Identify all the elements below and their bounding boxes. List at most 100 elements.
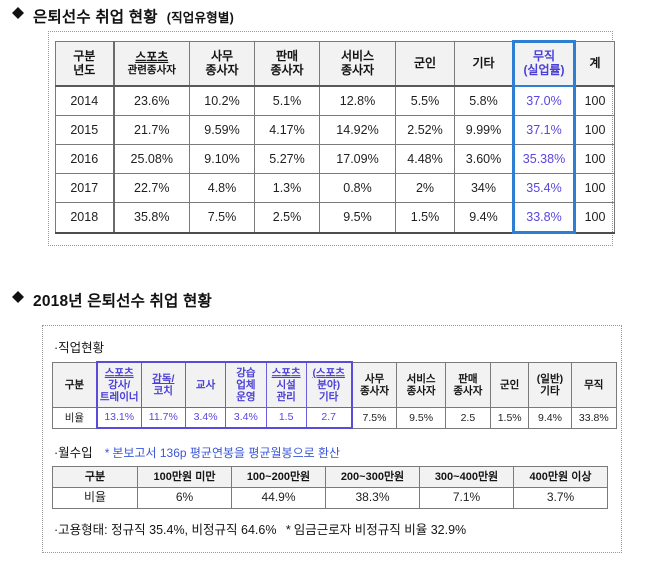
cell-service: 9.5% — [396, 407, 446, 429]
cell-service: 14.92% — [319, 115, 396, 145]
jobs-bullet-label: ·직업현황 — [54, 341, 105, 355]
cell-academy-operator: 3.4% — [225, 407, 267, 429]
col-header-service: 서비스 종사자 — [319, 41, 396, 87]
cell-over-4m: 3.7% — [513, 487, 608, 509]
cell-year: 2014 — [55, 85, 115, 116]
cell-sports: 25.08% — [113, 144, 190, 174]
col-header-etc: 기타 — [454, 41, 514, 87]
col-header-coach: 감독/ 코치 — [140, 361, 186, 408]
cell-military: 5.5% — [395, 85, 455, 116]
cell-under-1m: 6% — [137, 487, 232, 509]
col-header-unemployed: 무직 (실업률) — [512, 40, 576, 87]
employment-type-regular: 정규직 35.4%, — [111, 523, 189, 537]
col-header-sports: 스포츠 관련종사자 — [113, 41, 190, 87]
cell-service: 12.8% — [319, 85, 396, 116]
cell-unemployed: 33.8% — [512, 202, 576, 234]
cell-unemployed: 35.38% — [512, 144, 576, 174]
cell-year: 2017 — [55, 173, 115, 203]
cell-unemployed: 37.0% — [512, 85, 576, 116]
row-label-ratio: 비율 — [51, 407, 98, 429]
cell-1m-2m: 44.9% — [231, 487, 326, 509]
col-header-sports-instructor: 스포츠 강사/ 트레이너 — [95, 361, 142, 408]
col-header-label: 구분 — [51, 361, 98, 408]
col-header-1m-2m: 100~200만원 — [231, 466, 326, 488]
cell-2m-3m: 38.3% — [325, 487, 420, 509]
col-header-under-1m: 100만원 미만 — [137, 466, 232, 488]
cell-sports: 21.7% — [113, 115, 190, 145]
cell-sports: 35.8% — [113, 202, 190, 234]
col-header-unemployed: 무직 — [570, 361, 618, 408]
col-header-total: 계 — [574, 41, 615, 87]
cell-sports-other: 2.7 — [305, 407, 353, 429]
cell-total: 100 — [574, 115, 615, 145]
income-note: * 본보고서 136p 평균연봉을 평균월봉으로 환산 — [104, 446, 341, 460]
bullet-dot-icon: · — [54, 446, 59, 460]
diamond-bullet-icon — [12, 291, 24, 309]
bullet-dot-icon: · — [54, 523, 59, 537]
monthly-income-table: 구분 100만원 미만 100~200만원 200~300만원 300~400만… — [52, 466, 608, 509]
cell-office: 4.8% — [189, 173, 255, 203]
bullet-dot-icon: · — [54, 341, 59, 355]
col-header-office: 사무 종사자 — [189, 41, 255, 87]
table-row: 비율 6% 44.9% 38.3% 7.1% 3.7% — [52, 487, 608, 509]
cell-service: 9.5% — [319, 202, 396, 234]
cell-unemployed: 37.1% — [512, 115, 576, 145]
table-header-row: 구분 스포츠 강사/ 트레이너 감독/ 코치 교사 강습 업체 운영 — [51, 361, 618, 408]
cell-office: 7.5% — [189, 202, 255, 234]
col-header-sports-other: (스포츠 분야) 기타 — [305, 361, 353, 408]
col-header-general-other: (일반) 기타 — [528, 361, 572, 408]
cell-office: 7.5% — [351, 407, 398, 429]
cell-total: 100 — [574, 173, 615, 203]
cell-total: 100 — [574, 202, 615, 234]
col-header-teacher: 교사 — [184, 361, 227, 408]
cell-etc: 9.4% — [454, 202, 514, 234]
cell-sales: 5.27% — [254, 144, 320, 174]
employment-by-job-type-table: 구분 년도 스포츠 관련종사자 사무 종사자 판매 종사자 서비스 종사자 — [55, 40, 615, 234]
col-header-year: 구분 년도 — [55, 41, 115, 87]
col-header-sales: 판매 종사자 — [444, 361, 492, 408]
cell-sports: 22.7% — [113, 173, 190, 203]
table-header-row: 구분 년도 스포츠 관련종사자 사무 종사자 판매 종사자 서비스 종사자 — [55, 40, 615, 87]
cell-total: 100 — [574, 144, 615, 174]
cell-office: 9.10% — [189, 144, 255, 174]
cell-teacher: 3.4% — [184, 407, 227, 429]
section1-heading: 은퇴선수 취업 현황 (직업유형별) — [12, 5, 234, 27]
cell-military: 1.5% — [490, 407, 530, 429]
table-row: 2014 23.6% 10.2% 5.1% 12.8% 5.5% 5.8% 37… — [55, 85, 615, 116]
cell-sales: 2.5 — [444, 407, 492, 429]
table-row: 비율 13.1% 11.7% 3.4% 3.4% 1.5 2.7 7.5% 9.… — [51, 407, 618, 429]
employment-type-irregular: 비정규직 64.6% — [191, 523, 277, 537]
col-header-over-4m: 400만원 이상 — [513, 466, 608, 488]
cell-facility-management: 1.5 — [265, 407, 307, 429]
row-label-ratio: 비율 — [52, 487, 138, 509]
cell-sales: 5.1% — [254, 85, 320, 116]
section1-heading-text: 은퇴선수 취업 현황 — [33, 9, 158, 26]
section1-heading-subtext: (직업유형별) — [166, 10, 234, 25]
cell-year: 2018 — [55, 202, 115, 234]
employment-type-label: 고용형태: — [58, 523, 108, 537]
col-header-service: 서비스 종사자 — [396, 361, 446, 408]
cell-general-other: 9.4% — [528, 407, 572, 429]
section2-heading: 2018년 은퇴선수 취업 현황 — [12, 289, 212, 311]
employment-type-line: ·고용형태: 정규직 35.4%, 비정규직 64.6% * 임금근로자 비정규직… — [54, 519, 621, 538]
col-header-sales: 판매 종사자 — [254, 41, 320, 87]
cell-sales: 4.17% — [254, 115, 320, 145]
col-header-office: 사무 종사자 — [351, 361, 398, 408]
cell-sports-instructor: 13.1% — [95, 407, 142, 429]
diamond-bullet-icon — [12, 7, 24, 25]
note-star-icon: * — [104, 446, 110, 460]
cell-sports: 23.6% — [113, 85, 190, 116]
cell-total: 100 — [574, 85, 615, 116]
cell-office: 9.59% — [189, 115, 255, 145]
table-row: 2017 22.7% 4.8% 1.3% 0.8% 2% 34% 35.4% 1… — [55, 173, 615, 203]
table-row: 2015 21.7% 9.59% 4.17% 14.92% 2.52% 9.99… — [55, 115, 615, 145]
cell-unemployed: 33.8% — [570, 407, 618, 429]
cell-year: 2016 — [55, 144, 115, 174]
cell-unemployed: 35.4% — [512, 173, 576, 203]
employment-type-note: 임금근로자 비정규직 비율 32.9% — [293, 523, 467, 537]
col-header-military: 군인 — [490, 361, 530, 408]
cell-military: 2.52% — [395, 115, 455, 145]
income-bullet-label: ·월수입 — [54, 446, 93, 460]
col-header-academy-operator: 강습 업체 운영 — [225, 361, 267, 408]
cell-sales: 2.5% — [254, 202, 320, 234]
